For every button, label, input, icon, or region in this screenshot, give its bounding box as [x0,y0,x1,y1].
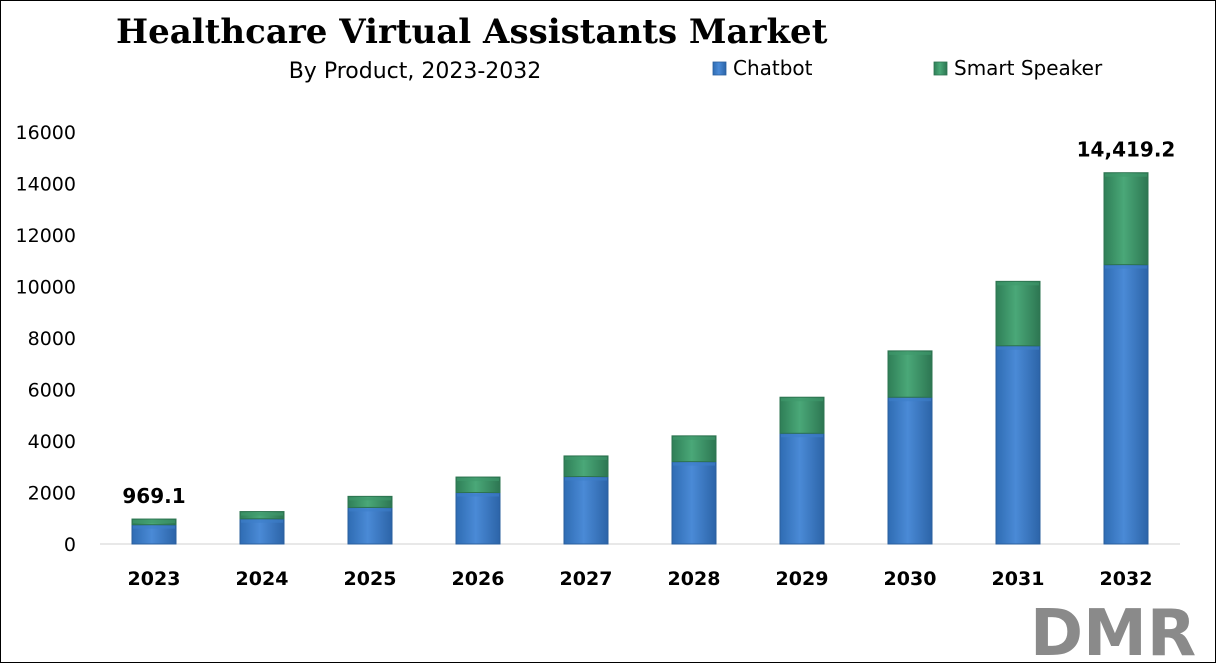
bar-bevel-chatbot-2032 [1105,265,1147,269]
bar-chatbot-2029 [779,432,825,545]
bar-smart-speaker-2028 [671,435,717,463]
bar-chatbot-2031 [995,345,1041,545]
y-tick-label: 8000 [28,328,76,350]
x-tick-label: 2032 [1100,568,1153,590]
bar-chatbot-2025 [347,506,393,545]
bar-bevel-chatbot-2029 [781,434,823,438]
y-tick-label: 4000 [28,431,76,453]
y-tick-label: 2000 [28,483,76,505]
y-axis: 0 2000 4000 6000 8000 10000 12000 14000 16000 [16,122,76,556]
x-tick-label: 2023 [128,568,181,590]
bar-bevel-smart-speaker-2027 [565,456,607,460]
legend-label-chatbot: Chatbot [733,56,813,80]
data-label-2023: 969.1 [122,484,185,508]
bar-bevel-chatbot-2025 [349,508,391,512]
bar-smart-speaker-2025 [347,495,393,508]
dmr-logo: DMR [1030,597,1196,663]
y-tick-label: 16000 [16,122,76,144]
x-tick-label: 2031 [992,568,1045,590]
bar-bevel-smart-speaker-2031 [997,282,1039,286]
bar-bevel-smart-speaker-2029 [781,398,823,402]
bar-chatbot-2026 [455,492,501,545]
bar-bevel-smart-speaker-2028 [673,436,715,440]
y-tick-label: 0 [64,534,76,556]
bar-bevel-chatbot-2031 [997,346,1039,350]
data-labels-group: 969.1 14,419.2 [122,138,1175,508]
bar-chatbot-2030 [887,396,933,545]
chart-subtitle: By Product, 2023-2032 [289,59,542,84]
x-tick-label: 2026 [452,568,505,590]
x-axis: 2023 2024 2025 2026 2027 2028 2029 2030 2031 2032 [128,568,1153,590]
x-tick-label: 2025 [344,568,397,590]
bar-smart-speaker-2031 [995,280,1041,347]
y-tick-label: 6000 [28,380,76,402]
bar-chatbot-2032 [1103,264,1149,545]
bar-bevel-smart-speaker-2024 [241,512,283,516]
x-tick-label: 2027 [560,568,613,590]
y-tick-label: 12000 [16,225,76,247]
bar-bevel-chatbot-2026 [457,493,499,497]
legend-label-smart-speaker: Smart Speaker [954,56,1103,80]
data-label-2032: 14,419.2 [1077,138,1176,162]
bar-smart-speaker-2032 [1103,172,1149,266]
legend-swatch-chatbot [712,61,727,76]
x-tick-label: 2029 [776,568,829,590]
bar-chatbot-2028 [671,461,717,545]
logo-text: DMR [1030,597,1196,663]
bars-group [131,172,1149,545]
bar-bevel-chatbot-2030 [889,398,931,402]
bar-bevel-chatbot-2027 [565,477,607,481]
bar-bevel-smart-speaker-2023 [133,520,175,524]
bar-bevel-chatbot-2024 [241,519,283,523]
bar-chatbot-2027 [563,476,609,545]
chart-title: Healthcare Virtual Assistants Market [116,12,828,52]
chart-legend: Chatbot Smart Speaker [712,56,1103,80]
bar-smart-speaker-2030 [887,350,933,398]
bar-smart-speaker-2029 [779,396,825,434]
x-tick-label: 2030 [884,568,937,590]
x-tick-label: 2024 [236,568,289,590]
bar-bevel-smart-speaker-2025 [349,497,391,501]
legend-swatch-smart-speaker [933,61,948,76]
bar-bevel-smart-speaker-2026 [457,478,499,482]
y-tick-label: 10000 [16,277,76,299]
bar-bevel-smart-speaker-2032 [1105,173,1147,177]
bar-bevel-chatbot-2023 [133,525,175,529]
bar-bevel-smart-speaker-2030 [889,351,931,355]
bar-smart-speaker-2027 [563,455,609,478]
y-tick-label: 14000 [16,174,76,196]
bar-bevel-chatbot-2028 [673,462,715,466]
x-tick-label: 2028 [668,568,721,590]
